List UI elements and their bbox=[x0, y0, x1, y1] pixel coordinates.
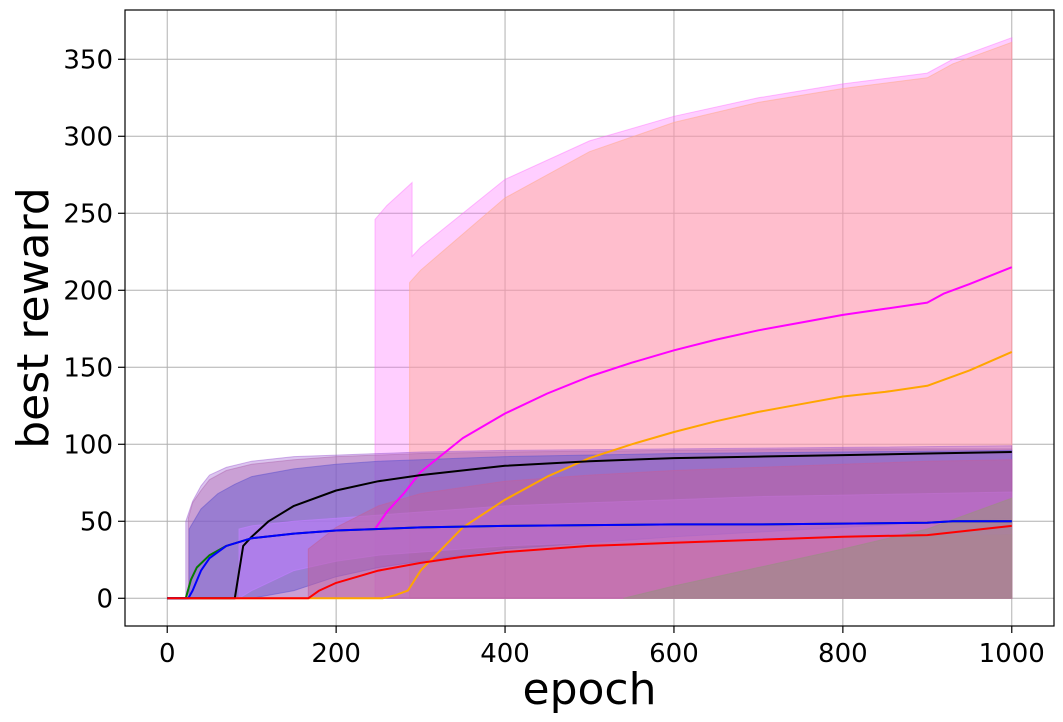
x-tick-label: 200 bbox=[311, 639, 361, 669]
axis-ticks: 0 200 400 600 800 1000 0 50 100 150 200 250 300 350 bbox=[63, 45, 1044, 669]
x-tick-label: 400 bbox=[480, 639, 530, 669]
y-tick-label: 300 bbox=[63, 122, 113, 152]
series-line bbox=[167, 350, 1013, 600]
series-lines bbox=[167, 266, 1013, 600]
y-tick-label: 250 bbox=[63, 199, 113, 229]
confidence-band bbox=[623, 497, 1013, 599]
x-tick-label: 800 bbox=[818, 639, 868, 669]
x-tick-label: 600 bbox=[649, 639, 699, 669]
y-tick-label: 200 bbox=[63, 276, 113, 306]
confidence-bands bbox=[185, 36, 1013, 600]
y-tick-label: 50 bbox=[80, 507, 113, 537]
y-tick-label: 0 bbox=[96, 584, 113, 614]
y-axis-label: best reward bbox=[8, 187, 59, 449]
y-tick-label: 350 bbox=[63, 45, 113, 75]
x-tick-label: 1000 bbox=[979, 639, 1045, 669]
plot-frame bbox=[124, 9, 1055, 627]
x-axis-label: epoch bbox=[523, 664, 657, 715]
series-line bbox=[167, 520, 1012, 600]
y-tick-label: 150 bbox=[63, 353, 113, 383]
series-line bbox=[167, 524, 1012, 600]
series-line bbox=[167, 451, 1012, 600]
x-tick-label: 0 bbox=[159, 639, 176, 669]
y-tick-label: 100 bbox=[63, 430, 113, 460]
